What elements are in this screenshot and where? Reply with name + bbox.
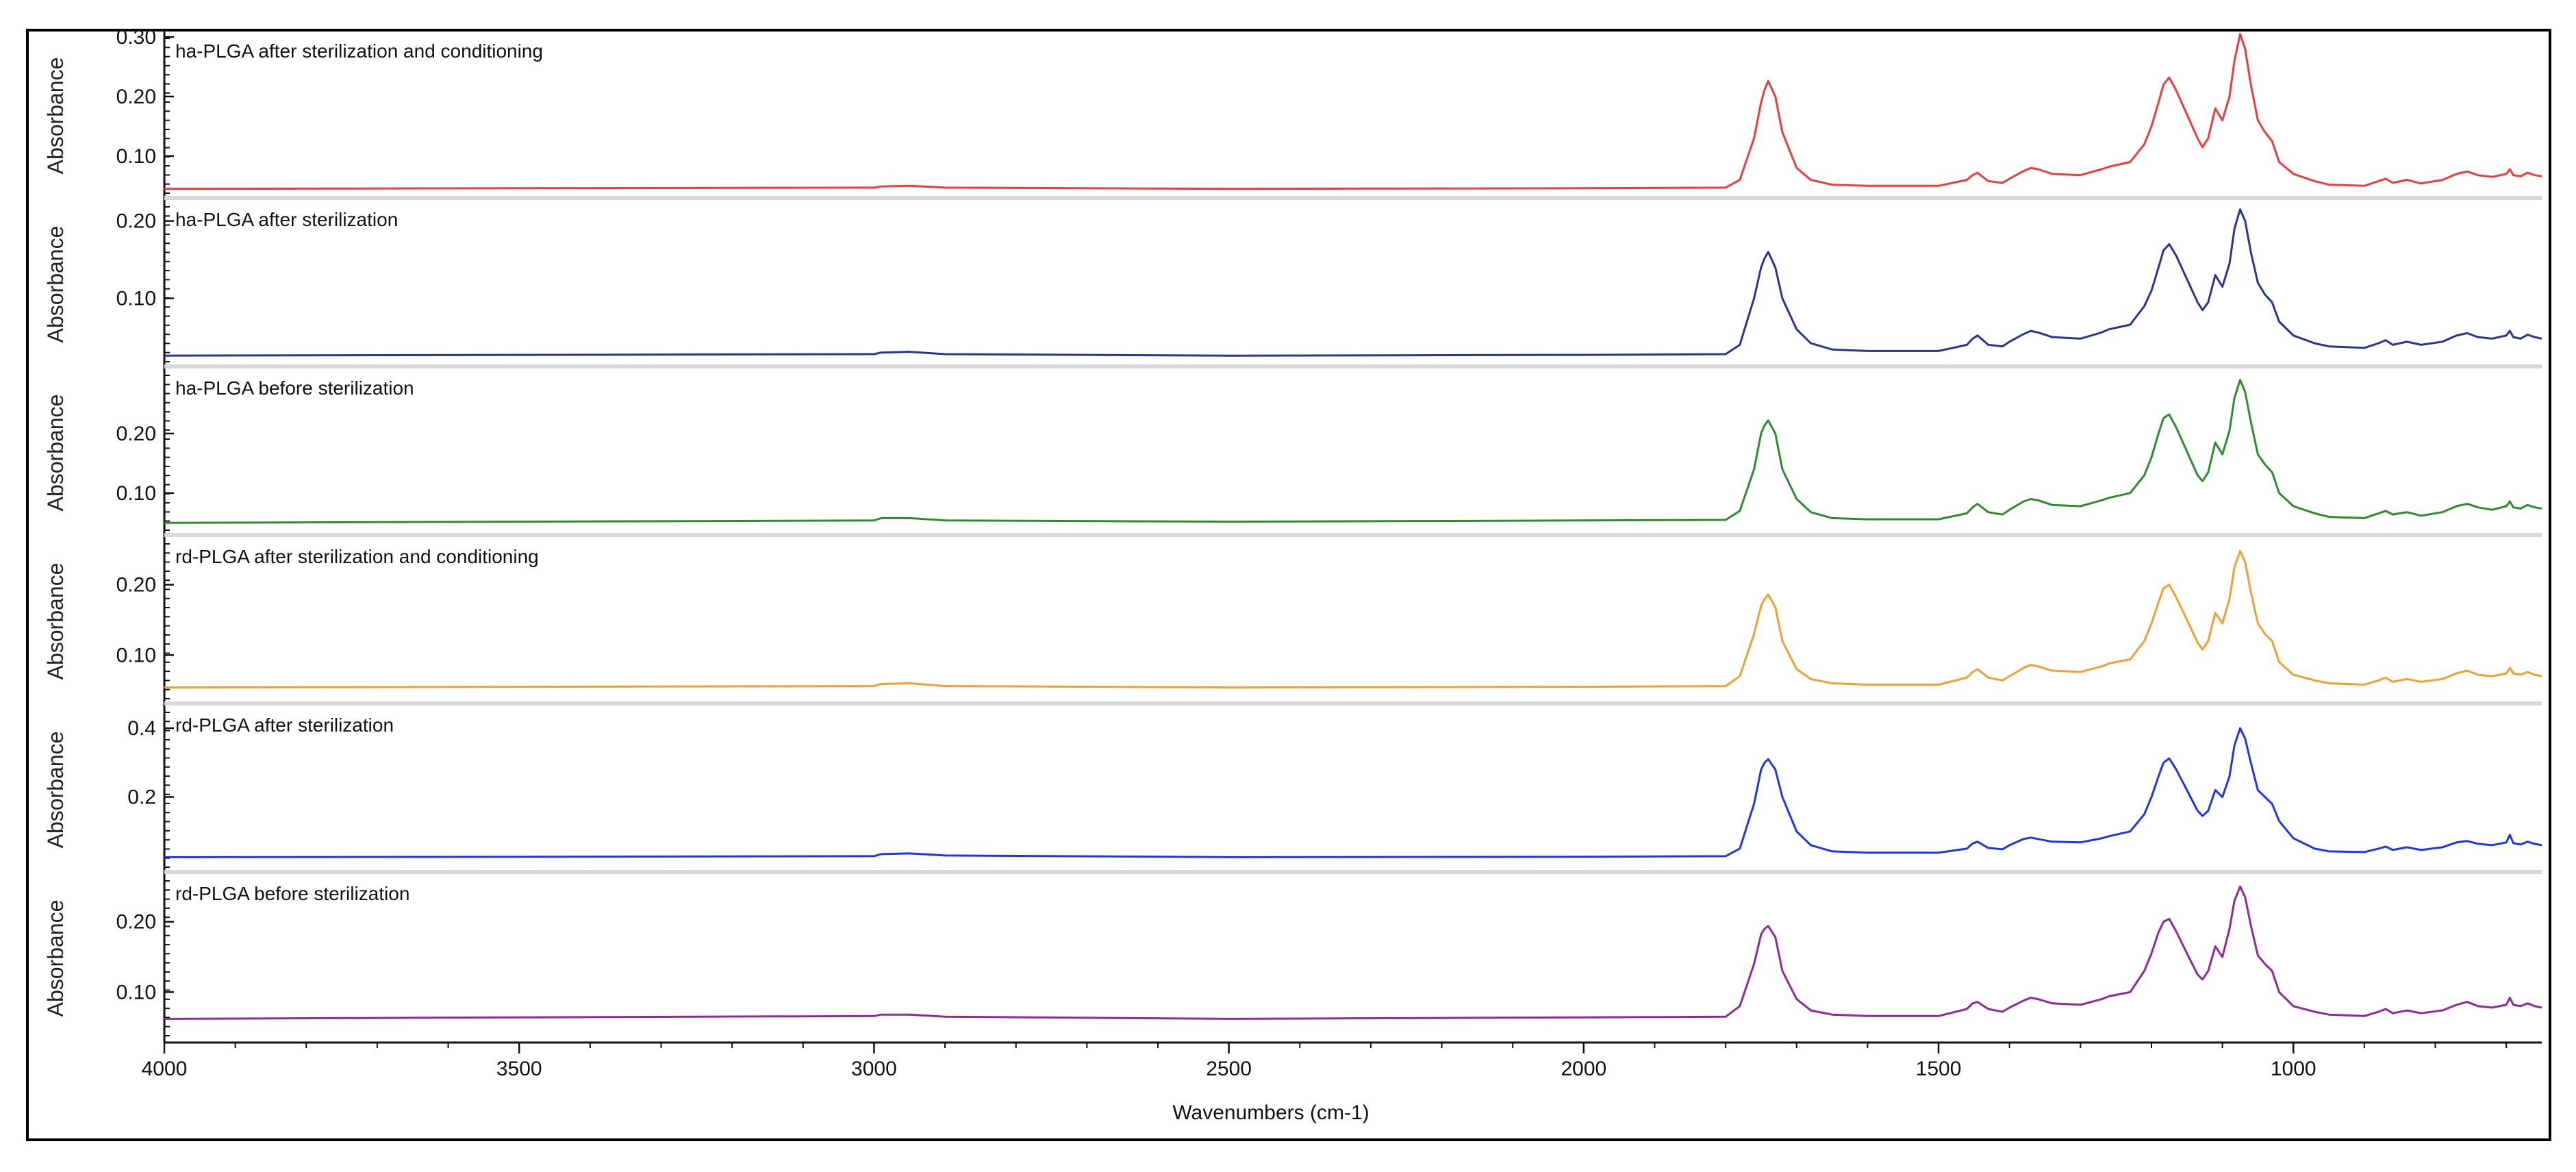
x-tick-label: 2000: [1561, 1058, 1606, 1080]
y-tick-label: 0.20: [116, 423, 156, 445]
x-tick-label: 3000: [851, 1058, 897, 1080]
panel-separator: [164, 701, 2542, 706]
x-tick-label: 3500: [496, 1058, 542, 1080]
spectrum-line-5: [164, 727, 2542, 858]
y-tick-label: 0.4: [127, 717, 156, 740]
y-axis-label: Absorbance: [43, 563, 68, 680]
y-axis-label: Absorbance: [43, 395, 68, 512]
y-axis-label: Absorbance: [43, 226, 68, 343]
x-tick-label: 4000: [142, 1058, 188, 1080]
y-tick-label: 0.20: [116, 86, 156, 108]
y-tick-label: 0.20: [116, 911, 156, 934]
panel-title: ha-PLGA before sterilization: [175, 377, 414, 399]
x-tick-label: 1500: [1916, 1058, 1962, 1080]
y-tick-label: 0.10: [116, 288, 156, 310]
x-tick-label: 1000: [2271, 1058, 2316, 1080]
panel-title: ha-PLGA after sterilization: [175, 209, 398, 230]
chart-frame: [26, 29, 2551, 1141]
x-tick-label: 2500: [1206, 1058, 1252, 1080]
panel-title: ha-PLGA after sterilization and conditio…: [175, 40, 543, 62]
spectrum-line-2: [164, 208, 2542, 357]
y-tick-label: 0.30: [116, 26, 156, 49]
y-axis-label: Absorbance: [43, 732, 68, 849]
panel-separator: [164, 364, 2542, 369]
y-tick-label: 0.2: [127, 786, 156, 809]
y-tick-label: 0.20: [116, 574, 156, 597]
panel-title: rd-PLGA after sterilization and conditio…: [175, 546, 539, 567]
y-tick-label: 0.10: [116, 482, 156, 505]
x-axis-label: Wavenumbers (cm-1): [1172, 1101, 1369, 1124]
y-tick-label: 0.10: [116, 981, 156, 1003]
spectrum-line-3: [164, 379, 2542, 524]
y-axis-label: Absorbance: [43, 900, 68, 1017]
y-tick-label: 0.10: [116, 644, 156, 666]
spectrum-line-6: [164, 885, 2542, 1020]
y-tick-label: 0.20: [116, 210, 156, 233]
spectrum-line-1: [164, 33, 2542, 190]
panel-separator: [164, 196, 2542, 200]
panel-separator: [164, 870, 2542, 874]
y-tick-label: 0.10: [116, 145, 156, 168]
panel-title: rd-PLGA before sterilization: [175, 883, 409, 904]
panel-title: rd-PLGA after sterilization: [175, 714, 394, 736]
panel-separator: [164, 533, 2542, 537]
y-axis-label: Absorbance: [43, 58, 68, 175]
spectrum-line-4: [164, 549, 2542, 689]
